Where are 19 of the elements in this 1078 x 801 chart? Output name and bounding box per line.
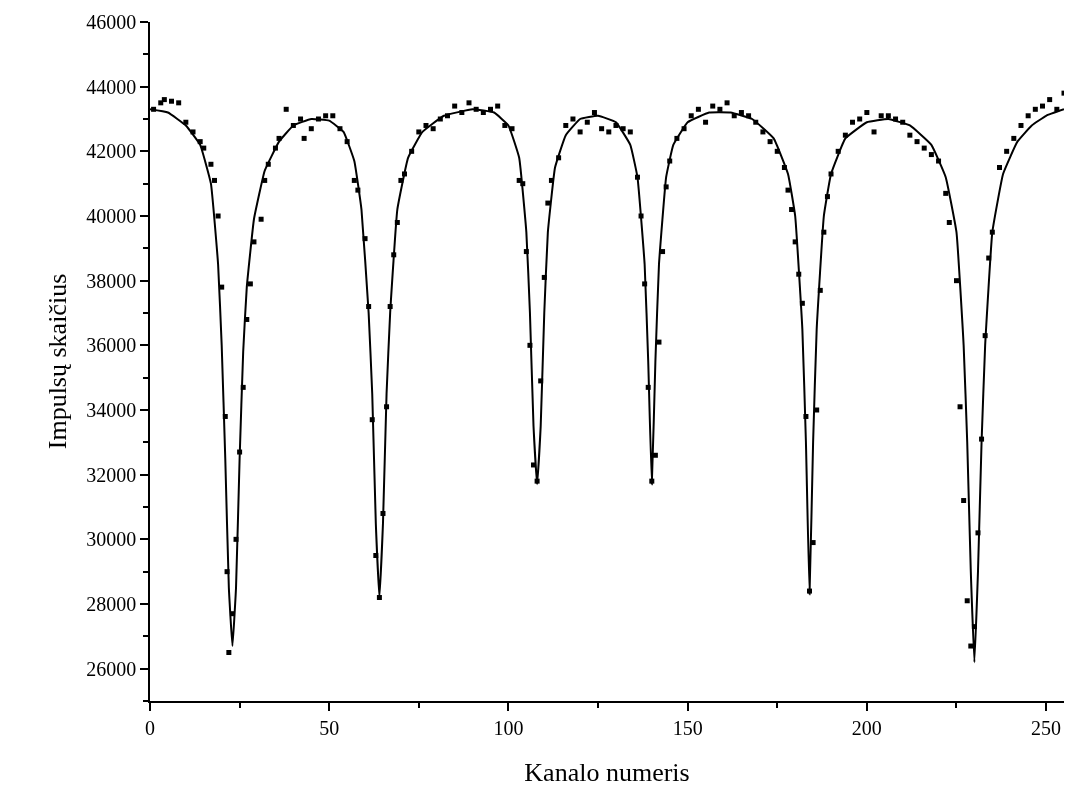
x-tick-label: 200 (851, 716, 882, 739)
x-axis-title: Kanalo numeris (524, 757, 690, 787)
y-tick-label: 34000 (86, 399, 137, 421)
y-tick-label: 46000 (86, 11, 137, 33)
x-tick-label: 0 (145, 716, 155, 739)
y-tick-label: 40000 (86, 205, 137, 227)
x-tick-label: 50 (319, 716, 340, 739)
y-tick-label: 26000 (86, 657, 137, 680)
x-tick-label: 250 (1031, 716, 1062, 739)
y-tick-label: 32000 (86, 463, 137, 486)
x-tick-label: 100 (493, 716, 524, 739)
y-tick-label: 44000 (86, 75, 137, 98)
y-tick-label: 28000 (86, 593, 137, 615)
y-tick-label: 36000 (86, 334, 137, 357)
y-tick-label: 38000 (86, 269, 137, 292)
y-axis-title: Impulsų skaičius (43, 273, 73, 450)
y-tick-label: 42000 (86, 140, 137, 163)
x-tick-label: 150 (672, 716, 703, 739)
y-tick-label: 30000 (86, 528, 137, 551)
